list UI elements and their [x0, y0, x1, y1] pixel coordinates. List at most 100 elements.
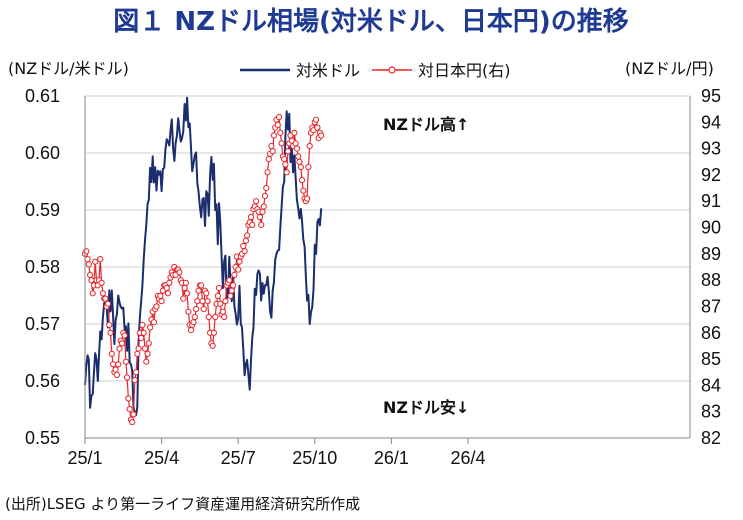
data-point [292, 140, 299, 147]
data-point [293, 145, 300, 152]
chart-title: 図１ NZドル相場(対米ドル、日本円)の推移 [113, 7, 628, 37]
data-point [242, 237, 249, 244]
right-tick-label: 87 [701, 296, 721, 316]
left-tick-label: 0.58 [25, 257, 60, 277]
data-point [122, 358, 130, 365]
left-tick-label: 0.61 [25, 86, 60, 106]
data-point [264, 169, 271, 176]
legend-jpy-label: 対日本円(右) [418, 61, 511, 80]
data-point [200, 306, 207, 313]
annotation-down: NZドル安↓ [383, 398, 469, 417]
data-point [176, 269, 183, 276]
data-point [259, 208, 266, 215]
source-note: (出所)LSEG より第一ライフ資産運用経済研究所作成 [5, 495, 360, 513]
series-jpy [81, 113, 325, 426]
data-point [85, 261, 92, 268]
data-point [217, 300, 224, 307]
left-tick-label: 0.56 [25, 371, 60, 391]
data-point [84, 256, 91, 263]
data-point [138, 334, 145, 342]
data-point [143, 358, 150, 365]
data-point [221, 313, 228, 321]
right-tick-label: 85 [701, 349, 721, 369]
data-point [140, 329, 147, 336]
data-point [230, 282, 237, 289]
right-tick-label: 83 [701, 402, 721, 422]
data-point [281, 156, 288, 163]
data-point [145, 340, 152, 347]
data-point [83, 248, 90, 255]
data-point [270, 132, 277, 139]
gridlines [85, 95, 690, 382]
data-point [198, 282, 205, 289]
data-point [298, 177, 306, 184]
data-point [99, 290, 107, 297]
left-axis-ticks: 0.55 0.56 0.57 0.58 0.59 0.60 0.61 [25, 86, 60, 448]
data-point [106, 321, 113, 328]
annotation-up: NZドル高↑ [383, 115, 469, 134]
right-tick-label: 93 [701, 139, 721, 159]
data-point [141, 345, 149, 352]
right-tick-label: 94 [701, 112, 721, 132]
data-point [190, 319, 197, 326]
data-point [124, 374, 131, 381]
data-point [306, 142, 313, 150]
data-point [278, 140, 285, 147]
data-point [88, 277, 95, 284]
data-point [244, 232, 251, 239]
data-point [284, 148, 292, 155]
data-point [164, 290, 172, 297]
data-point [253, 198, 260, 205]
left-tick-label: 0.57 [25, 314, 60, 334]
data-point [313, 116, 320, 123]
data-point [240, 242, 247, 250]
data-point [295, 153, 302, 160]
data-point [209, 342, 216, 349]
data-point [113, 371, 121, 378]
x-tick-label: 25/1 [67, 448, 102, 468]
data-point [97, 256, 104, 263]
data-point [126, 406, 133, 413]
data-point [112, 366, 119, 373]
data-point [193, 306, 200, 313]
data-point [203, 290, 210, 297]
data-point [265, 156, 272, 163]
data-point [135, 345, 142, 352]
data-point [215, 284, 223, 292]
data-point [304, 195, 311, 202]
data-point [125, 395, 132, 402]
right-tick-label: 86 [701, 323, 721, 343]
data-point [163, 284, 170, 292]
data-point [150, 319, 157, 326]
left-tick-label: 0.59 [25, 200, 60, 220]
data-point [268, 142, 275, 150]
data-point [277, 129, 284, 136]
data-point [184, 290, 191, 297]
data-point [116, 345, 123, 352]
right-tick-label: 88 [701, 270, 721, 290]
data-point [247, 213, 255, 221]
data-point [222, 298, 229, 305]
data-point [276, 113, 283, 121]
x-tick-label: 25/7 [221, 448, 256, 468]
data-point [134, 350, 141, 357]
data-point [115, 361, 122, 368]
data-point [157, 292, 164, 299]
right-axis-unit: (NZドル/円) [625, 59, 714, 78]
data-point [130, 411, 137, 418]
data-point [107, 329, 114, 336]
data-point [297, 163, 304, 171]
data-point [204, 298, 211, 305]
data-point [296, 158, 303, 165]
data-point [185, 308, 192, 315]
data-point [129, 419, 136, 426]
data-point [258, 221, 265, 228]
data-point [89, 290, 96, 297]
x-axis-ticks: 25/1 25/4 25/7 25/10 26/1 26/4 [67, 438, 486, 468]
left-tick-label: 0.55 [25, 428, 60, 448]
data-point [147, 324, 154, 331]
series-line [84, 96, 323, 417]
data-point [249, 221, 256, 228]
data-point [219, 308, 226, 315]
data-point [139, 321, 146, 328]
